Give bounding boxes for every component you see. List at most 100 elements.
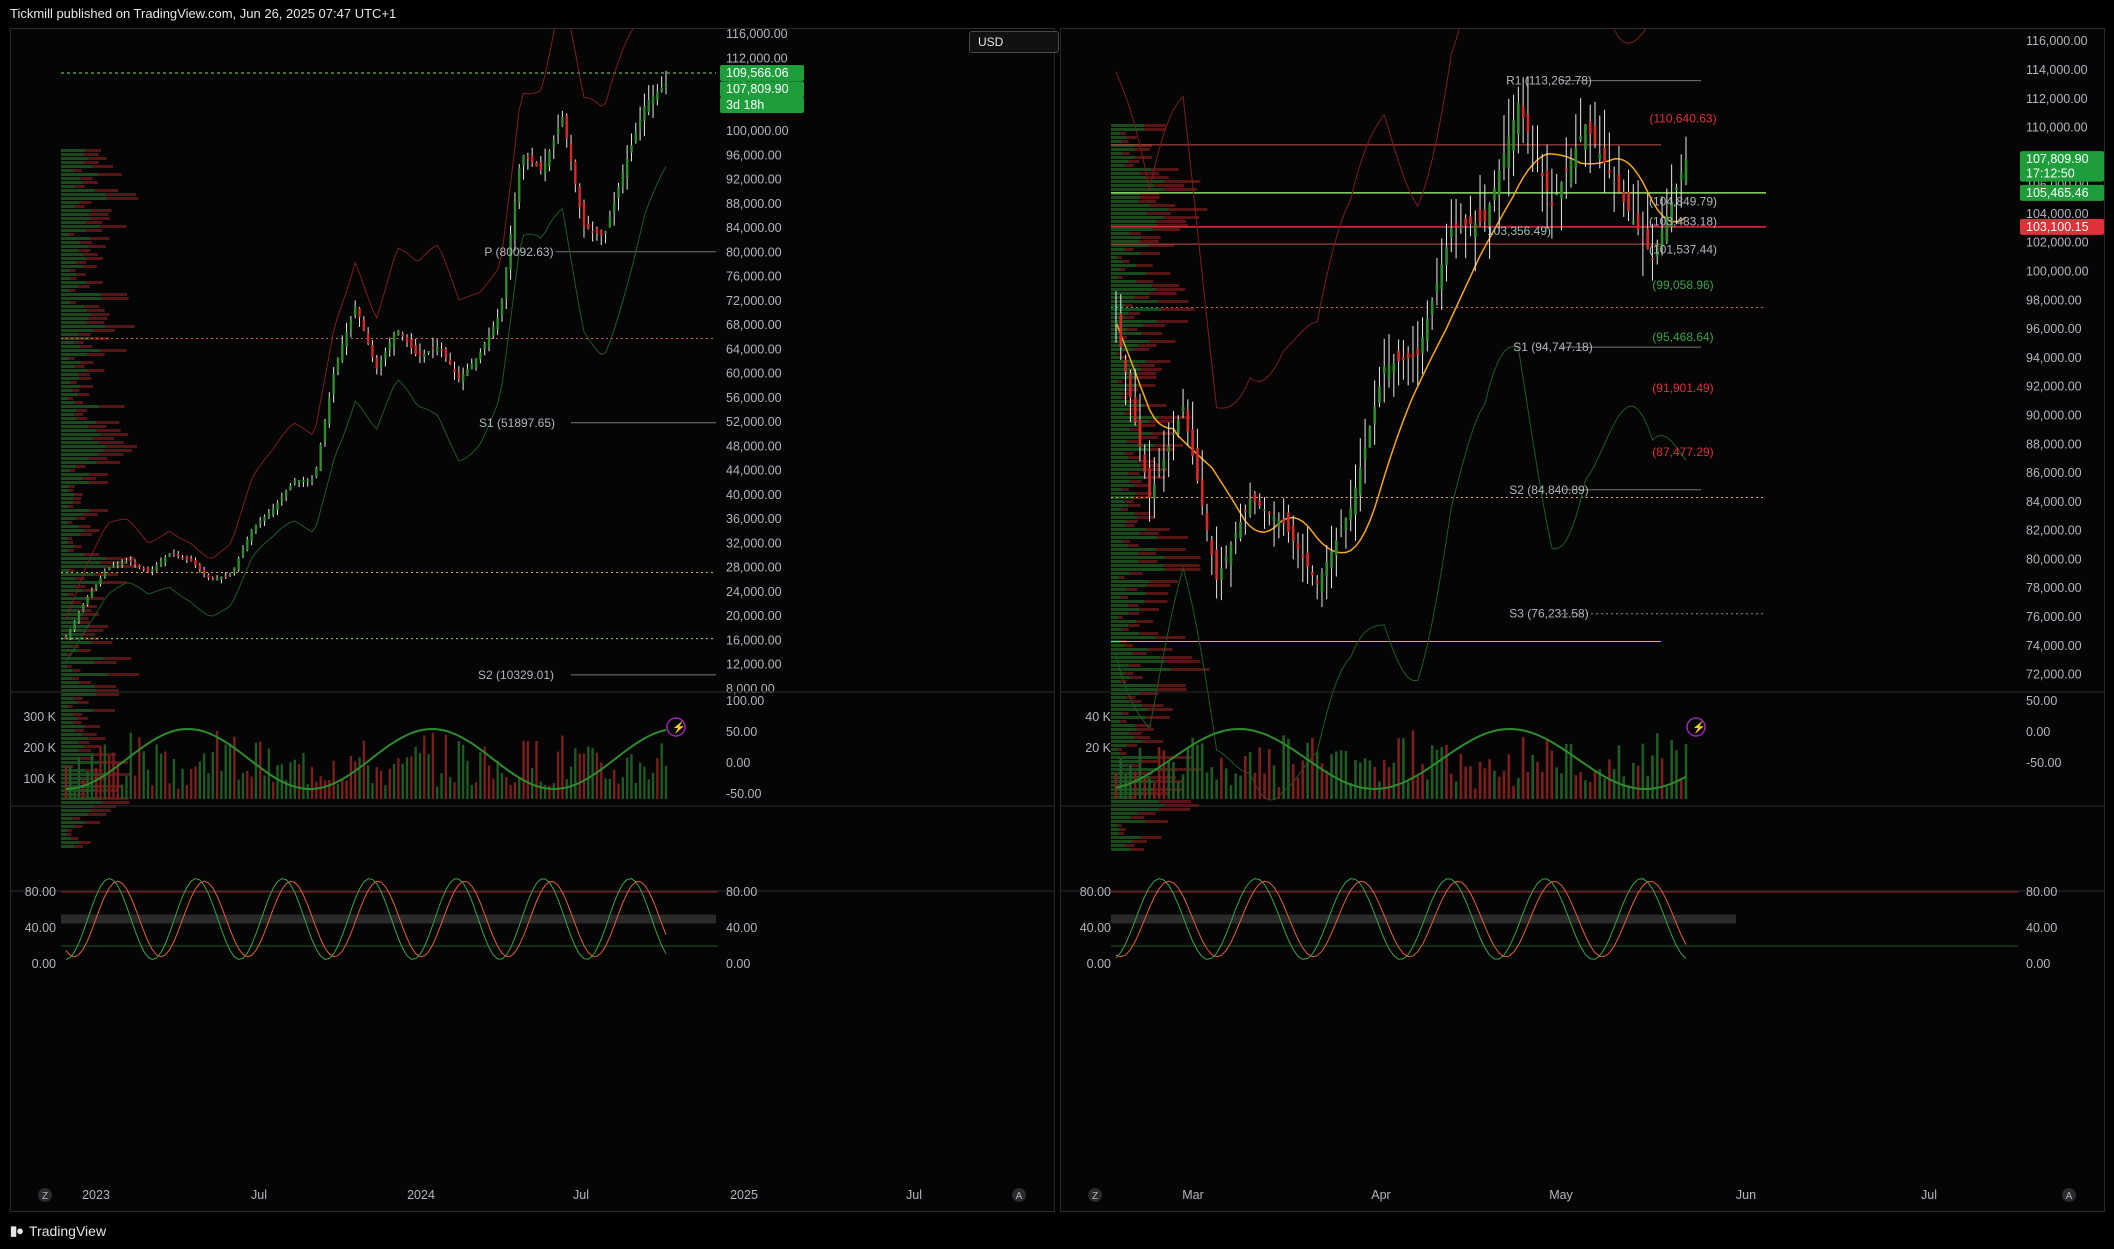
volume-profile-bar-down (1136, 728, 1154, 731)
volume-profile-bar-up (1111, 304, 1124, 307)
candle-body (366, 333, 370, 344)
candle-body (1406, 352, 1410, 359)
volume-bar (1224, 768, 1228, 799)
volume-profile-bar-up (1111, 132, 1121, 135)
upper-band-line (1115, 0, 1656, 409)
volume-profile-bar-up (1111, 616, 1119, 619)
volume-bar (1631, 762, 1635, 799)
candle-body (1655, 244, 1659, 258)
volume-profile-bar-down (84, 725, 100, 728)
price-axis-label: 100,000.00 (726, 124, 789, 138)
candle-body (384, 351, 387, 359)
stochastic-pane: 80.00 40.00 0.00 80.00 40.00 0.00 (25, 877, 757, 971)
volume-profile-bar-up (61, 741, 78, 744)
candle-body (1574, 147, 1578, 168)
brand-name: TradingView (29, 1223, 107, 1239)
volume-bar (470, 784, 473, 799)
candle-body (1636, 213, 1640, 231)
volume-profile-bar-down (88, 425, 107, 428)
volume-profile-bar-up (61, 437, 93, 440)
candle-body (224, 575, 227, 577)
volume-profile-bar-up (1111, 168, 1152, 171)
volume-profile-bar-down (1125, 524, 1135, 527)
candle-body (587, 223, 590, 229)
volume-bar (1378, 781, 1381, 799)
candle-body (1200, 479, 1204, 506)
left-chart-canvas[interactable]: R1 (121661.27)P (80092.63)S1 (51897.65)S… (11, 0, 1054, 1211)
volume-profile-bar-down (87, 737, 106, 740)
volume-bar (647, 779, 650, 799)
volume-bar (1550, 750, 1554, 799)
volume-bar (1469, 766, 1472, 799)
volume-profile-bar-up (61, 397, 69, 400)
left-chart-panel[interactable]: R1 (121661.27)P (80092.63)S1 (51897.65)S… (10, 0, 1059, 1212)
volume-profile-bar-down (82, 265, 97, 268)
volume-bar (587, 746, 590, 799)
volume-profile-bar-up (1111, 444, 1155, 447)
candle-body (1564, 168, 1568, 171)
volume-profile-bar-up (61, 757, 81, 760)
right-chart-canvas[interactable]: R1 (113,262.78) (110,640.63) (104,849.79) 1… (1061, 0, 2104, 1211)
volume-bar (457, 741, 460, 799)
volume-bar (1397, 738, 1400, 799)
candle-body (461, 374, 465, 382)
volume-profile-bar-down (1125, 844, 1135, 847)
volume-profile-bar-up (1111, 288, 1156, 291)
volume-profile-bar-up (61, 405, 100, 408)
price-axis-label: 80,000.00 (726, 245, 782, 259)
volume-profile-bar-up (1111, 728, 1137, 731)
volume-profile-bar-down (74, 341, 84, 344)
volume-profile-bar-down (78, 841, 91, 844)
candle-body (600, 230, 603, 236)
currency-selector[interactable]: USD (969, 31, 1059, 53)
volume-bar (664, 765, 668, 799)
volume-profile-bar-down (67, 653, 72, 656)
volume-bar (578, 753, 581, 799)
volume-profile-bar-down (77, 741, 90, 744)
volume-bar (1210, 767, 1214, 799)
right-chart-panel[interactable]: R1 (113,262.78) (110,640.63) (104,849.79) 1… (1060, 0, 2105, 1212)
candle-body (1124, 359, 1127, 373)
price-axis-label: 64,000.00 (726, 342, 782, 356)
volume-profile-bar-down (1135, 144, 1153, 147)
volume-bar (556, 751, 560, 799)
volume-profile-bar-up (1111, 848, 1131, 851)
candle-body (1550, 201, 1554, 206)
candle-body (522, 154, 525, 166)
volume-profile-bar-up (1111, 316, 1125, 319)
volume-profile-bar-up (61, 641, 92, 644)
volume-bar (228, 743, 232, 799)
volume-profile-bar-down (100, 581, 127, 584)
candle-body (112, 565, 115, 568)
price-axis-label: 72,000.00 (2026, 668, 2082, 682)
candle-body (630, 145, 633, 153)
volume-profile-bar-down (1136, 620, 1154, 623)
volume-bar (133, 775, 137, 799)
volume-profile-bar-down (97, 173, 122, 176)
volume-bar (358, 757, 361, 799)
volume-profile-bar-up (61, 313, 91, 316)
stochastic-axis-label-left: 40.00 (25, 921, 56, 935)
volume-profile-bar-up (1111, 648, 1148, 651)
volume-bar (453, 782, 456, 799)
volume-bar (500, 773, 504, 799)
volume-bar (362, 740, 366, 799)
candle-body (1679, 173, 1683, 180)
candle-body (565, 115, 568, 139)
volume-profile-bar-up (61, 713, 74, 716)
volume-profile-bar-down (1135, 772, 1153, 775)
volume-profile-bar-up (1111, 636, 1156, 639)
volume-profile-bar-up (61, 745, 85, 748)
volume-profile-bar-up (61, 157, 89, 160)
candle-body (280, 496, 284, 502)
pivot-label: (110,640.63) (1649, 111, 1716, 125)
volume-profile-bar-up (61, 541, 69, 544)
volume-profile-bar-up (61, 237, 91, 240)
volume-profile-bar-up (61, 825, 74, 828)
pivot-label: (91,901.49) (1652, 381, 1713, 395)
volume-bar (1330, 754, 1333, 799)
volume-bar (129, 732, 132, 799)
volume-profile-bar-up (1111, 552, 1139, 555)
candle-body (535, 162, 538, 167)
tradingview-brand[interactable]: ▮● TradingView (10, 1223, 106, 1239)
